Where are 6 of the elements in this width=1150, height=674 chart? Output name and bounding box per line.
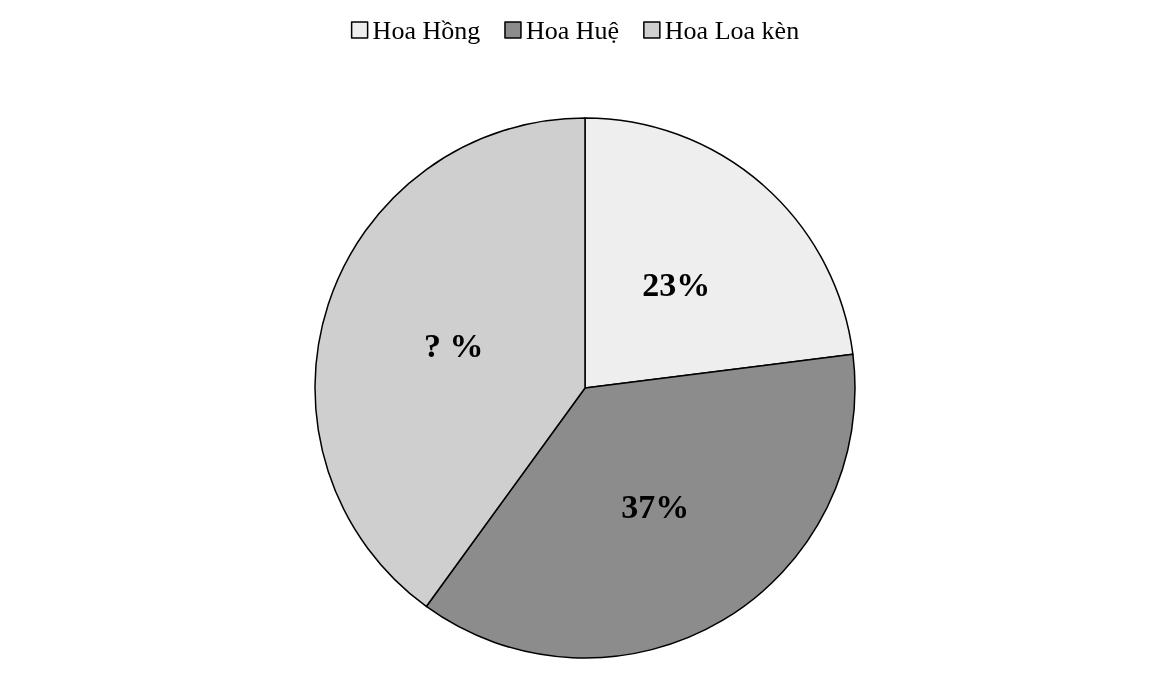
legend-label: Hoa Loa kèn — [664, 15, 800, 45]
legend-label: Hoa Hồng — [372, 15, 481, 45]
data-label: ? % — [424, 326, 484, 364]
legend-label: Hoa Huệ — [525, 15, 620, 45]
data-label: 23% — [642, 265, 711, 303]
data-label: 37% — [621, 488, 690, 526]
